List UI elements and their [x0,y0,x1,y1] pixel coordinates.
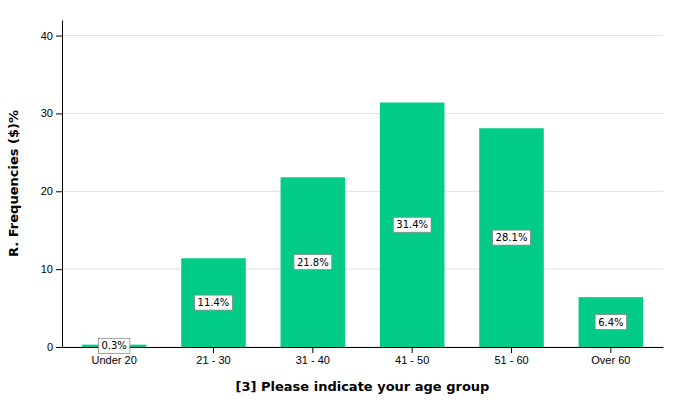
data-label-text: 28.1% [496,232,528,243]
chart: 0 10 20 30 40 Under 20 21 - 30 31 - 40 41 - 50 51… [0,0,683,405]
x-tick-label: 31 - 40 [296,354,330,366]
x-tick-label: Over 60 [591,354,630,366]
y-tick-label: 0 [47,341,53,353]
x-tick: 21 - 30 [196,347,230,366]
y-axis-line [62,21,63,348]
data-label: 21.8% [294,255,332,270]
bar [181,258,246,347]
x-tick: 31 - 40 [296,347,330,366]
y-tick-label: 30 [41,107,53,119]
bar [380,103,445,347]
data-label-box [595,315,626,330]
x-tick-label: 51 - 60 [494,354,528,366]
grid-line [62,347,663,348]
y-tick: 40 [41,30,62,42]
data-label: 28.1% [493,230,531,245]
data-label-box [493,230,531,245]
y-tick-label: 20 [41,185,53,197]
data-label: 11.4% [195,295,233,310]
y-tick-label: 40 [41,30,53,42]
x-tick-mark [312,347,313,353]
data-label: 6.4% [595,315,626,330]
y-tick-mark [56,191,62,192]
bar [479,128,544,347]
data-label-text: 6.4% [598,317,623,328]
x-tick-mark [213,347,214,353]
x-tick: 51 - 60 [494,347,528,366]
x-tick-label: 41 - 50 [395,354,429,366]
data-label-box [195,295,233,310]
bar [281,177,346,347]
y-tick-label: 10 [41,263,53,275]
plot: 0 10 20 30 40 Under 20 21 - 30 31 - 40 41 - 50 51… [41,21,664,366]
data-labels: 0.3% 11.4% 21.8% 31.4% 28.1% 6.4% [98,217,626,353]
x-axis: Under 20 21 - 30 31 - 40 41 - 50 51 - 60 Over… [63,347,664,366]
y-axis-title: R. Frequencies ($)% [6,110,21,257]
y-tick-mark [56,113,62,114]
x-tick: Over 60 [591,347,630,366]
bar [579,297,644,347]
y-tick: 0 [47,341,62,353]
data-label: 31.4% [393,217,431,232]
y-axis: 0 10 20 30 40 [41,21,63,354]
x-tick-mark [412,347,413,353]
x-tick-label: 21 - 30 [196,354,230,366]
data-label-text: 0.3% [101,340,126,351]
x-axis-title: [3] Please indicate your age group [236,379,490,394]
x-tick-mark [511,347,512,353]
grid [62,36,663,347]
grid-line [62,191,663,192]
x-axis-line [63,347,664,348]
y-tick: 20 [41,185,62,197]
x-tick: 41 - 50 [395,347,429,366]
y-tick: 10 [41,263,62,275]
y-tick-mark [56,269,62,270]
grid-line [62,113,663,114]
y-tick-mark [56,347,62,348]
y-tick: 30 [41,107,62,119]
data-label: 0.3% [98,338,129,353]
grid-line [62,269,663,270]
data-label-box [393,217,431,232]
grid-line [62,35,663,36]
y-tick-mark [56,36,62,37]
data-label-box [294,255,332,270]
data-label-text: 11.4% [198,297,230,308]
data-label-box [98,338,129,353]
data-label-text: 21.8% [297,257,329,268]
bars [82,103,643,347]
data-label-text: 31.4% [396,219,428,230]
x-tick-mark [610,347,611,353]
x-tick-label: Under 20 [92,354,137,366]
